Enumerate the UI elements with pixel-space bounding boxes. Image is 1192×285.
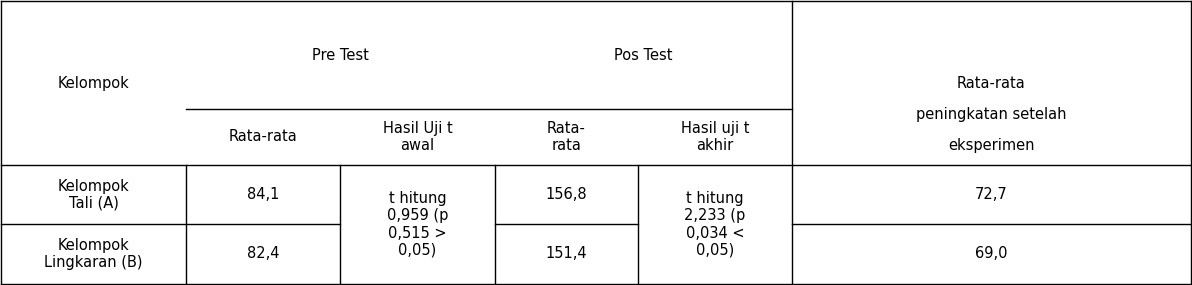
Text: peningkatan setelah: peningkatan setelah (917, 107, 1067, 122)
Text: Hasil uji t
akhir: Hasil uji t akhir (681, 121, 750, 153)
Text: Rata-rata: Rata-rata (957, 76, 1026, 91)
Text: Pos Test: Pos Test (614, 48, 672, 62)
Text: Rata-
rata: Rata- rata (547, 121, 585, 153)
Text: eksperimen: eksperimen (948, 138, 1035, 153)
Text: 82,4: 82,4 (247, 247, 279, 261)
Text: Kelompok
Tali (A): Kelompok Tali (A) (57, 178, 130, 211)
Text: 72,7: 72,7 (975, 187, 1007, 202)
Text: Kelompok
Lingkaran (B): Kelompok Lingkaran (B) (44, 238, 143, 270)
Text: t hitung
2,233 (p
0,034 <
0,05): t hitung 2,233 (p 0,034 < 0,05) (684, 191, 745, 258)
Text: Kelompok: Kelompok (57, 76, 130, 91)
Text: 156,8: 156,8 (546, 187, 588, 202)
Text: t hitung
0,959 (p
0,515 >
0,05): t hitung 0,959 (p 0,515 > 0,05) (387, 191, 448, 258)
Text: 69,0: 69,0 (975, 247, 1007, 261)
Text: 84,1: 84,1 (247, 187, 279, 202)
Text: Pre Test: Pre Test (312, 48, 368, 62)
Text: Rata-rata: Rata-rata (229, 129, 297, 144)
Text: 151,4: 151,4 (546, 247, 588, 261)
Text: Hasil Uji t
awal: Hasil Uji t awal (383, 121, 453, 153)
